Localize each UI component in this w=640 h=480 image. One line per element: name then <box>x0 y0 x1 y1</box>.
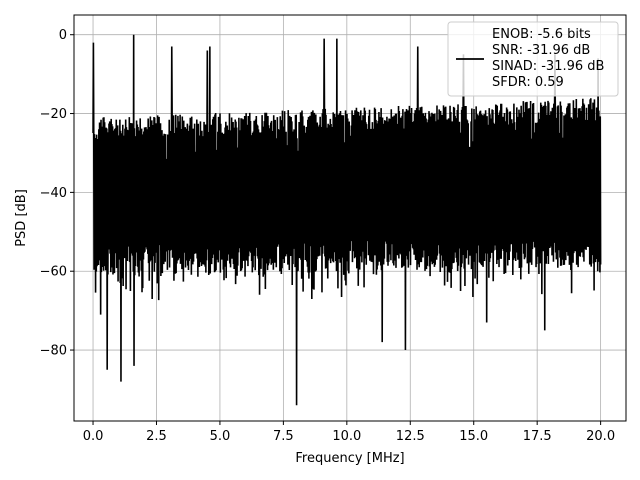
x-axis-label: Frequency [MHz] <box>295 451 404 466</box>
x-tick-label: 0.0 <box>83 429 104 444</box>
x-tick-label: 15.0 <box>459 429 488 444</box>
y-tick-label: −20 <box>40 107 67 122</box>
legend-entry-snr: SNR: -31.96 dB <box>492 43 590 58</box>
legend-entry-sinad: SINAD: -31.96 dB <box>492 59 604 74</box>
x-tick-label: 10.0 <box>332 429 361 444</box>
x-tick-label: 5.0 <box>210 429 231 444</box>
y-tick-label: −80 <box>40 344 67 359</box>
x-tick-label: 12.5 <box>396 429 425 444</box>
x-tick-label: 2.5 <box>146 429 167 444</box>
y-axis: 0 −20 −40 −60 −80 <box>40 28 74 359</box>
legend-entry-enob: ENOB: -5.6 bits <box>492 27 591 42</box>
legend-box <box>447 21 619 97</box>
legend-entry-sfdr: SFDR: 0.59 <box>492 75 564 90</box>
x-tick-label: 7.5 <box>273 429 294 444</box>
x-tick-label: 17.5 <box>523 429 552 444</box>
plot-frame <box>73 14 627 422</box>
y-axis-label: PSD [dB] <box>14 189 29 247</box>
y-tick-label: −60 <box>40 265 67 280</box>
psd-series-line <box>92 34 602 406</box>
y-tick-label: −40 <box>40 186 67 201</box>
x-tick-label: 20.0 <box>586 429 615 444</box>
x-axis: 0.0 2.5 5.0 7.5 10.0 12.5 15.0 17.5 20.0 <box>83 421 615 444</box>
y-tick-label: 0 <box>59 28 67 43</box>
plot-area <box>92 34 602 406</box>
legend: ENOB: -5.6 bits SNR: -31.96 dB SINAD: -3… <box>447 21 619 97</box>
